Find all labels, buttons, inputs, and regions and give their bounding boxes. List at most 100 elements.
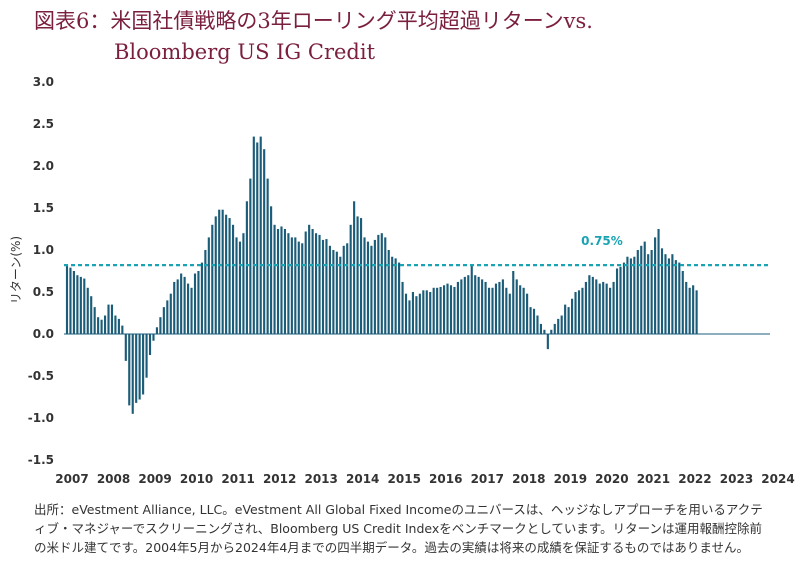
bar <box>505 287 508 334</box>
bar <box>93 307 96 334</box>
bar <box>315 233 318 334</box>
bar <box>90 296 93 334</box>
bar <box>325 239 328 334</box>
bar <box>629 258 632 334</box>
bar <box>401 281 404 334</box>
bar <box>155 327 159 334</box>
bar <box>577 290 581 334</box>
bar <box>256 142 259 334</box>
y-axis-ticks: 3.0 2.5 2.0 1.5 1.0 0.5 0.0 -0.5 -1.0 -1.5 <box>28 75 54 467</box>
bar <box>532 308 536 334</box>
bar <box>76 275 79 334</box>
bar <box>121 325 124 334</box>
bar <box>411 292 415 334</box>
bar <box>460 279 463 334</box>
bar <box>294 237 297 334</box>
bar <box>584 281 587 334</box>
bar <box>456 281 459 334</box>
bar <box>515 279 518 334</box>
bar <box>65 265 69 334</box>
bar <box>183 276 186 334</box>
y-tick-label: 2.5 <box>33 117 54 131</box>
bar <box>297 241 300 334</box>
bar <box>142 334 145 395</box>
chart-title: 図表6：米国社債戦略の3年ローリング平均超過リターンvs. Bloomberg … <box>34 6 774 68</box>
bar <box>356 216 359 334</box>
bar <box>446 283 449 334</box>
bar <box>117 318 120 334</box>
bar <box>522 287 525 334</box>
bar <box>609 287 612 334</box>
bar <box>436 287 439 334</box>
bar <box>349 224 352 334</box>
x-tick-label: 2018 <box>512 472 545 486</box>
bar <box>467 275 470 334</box>
y-tick-label: 3.0 <box>33 75 54 89</box>
bar <box>228 218 231 334</box>
x-tick-label: 2016 <box>429 472 462 486</box>
bar <box>180 273 183 334</box>
bar <box>193 273 197 334</box>
bar <box>128 334 131 406</box>
bar <box>145 334 148 378</box>
bar <box>266 178 269 334</box>
source-note: 出所：eVestment Alliance, LLC。eVestment All… <box>34 502 763 555</box>
bar <box>508 293 511 334</box>
bar <box>484 281 487 334</box>
x-tick-label: 2017 <box>471 472 504 486</box>
bar <box>211 224 214 334</box>
bar <box>173 281 176 334</box>
bar <box>626 256 629 334</box>
bar <box>529 307 532 334</box>
bar <box>519 285 522 334</box>
bar <box>674 260 677 334</box>
bar <box>449 285 453 334</box>
bar <box>342 245 345 334</box>
bar <box>595 279 598 334</box>
bar <box>391 256 394 334</box>
bar <box>252 136 255 334</box>
bar <box>494 283 498 334</box>
bar-chart: リターン(%) 3.0 2.5 2.0 1.5 1.0 0.5 0.0 -0.5 -1.0 -1.… <box>9 75 795 486</box>
bar <box>86 287 89 334</box>
bar <box>235 237 238 334</box>
bar <box>159 317 162 334</box>
bar <box>148 334 152 355</box>
bar <box>242 233 245 334</box>
bar <box>560 315 563 334</box>
bar <box>110 304 114 334</box>
average-line: 0.75% <box>64 234 770 267</box>
bar <box>474 275 477 334</box>
bar <box>332 250 335 334</box>
y-tick-label: 0.0 <box>33 327 54 341</box>
bar <box>290 237 293 334</box>
bar <box>287 233 290 334</box>
bar <box>276 229 280 334</box>
bar <box>567 307 570 334</box>
y-tick-label: 1.0 <box>33 243 54 257</box>
x-tick-label: 2007 <box>55 472 88 486</box>
bar <box>664 254 667 334</box>
title-line-2: Bloomberg US IG Credit <box>114 40 376 64</box>
bar <box>176 279 179 334</box>
bar <box>602 281 605 334</box>
bar <box>526 293 529 334</box>
bar <box>491 287 494 334</box>
bar <box>190 287 193 334</box>
bar <box>415 296 418 334</box>
bar <box>481 279 484 334</box>
bar <box>225 214 228 334</box>
bar <box>647 254 650 334</box>
bar <box>124 334 127 361</box>
bar <box>487 287 491 334</box>
bar <box>640 245 643 334</box>
bar <box>204 250 207 334</box>
bar <box>681 271 684 334</box>
bar <box>131 334 134 414</box>
bar <box>328 245 331 334</box>
bar <box>536 315 539 334</box>
bar <box>187 283 190 334</box>
bar <box>363 237 366 334</box>
x-tick-label: 2023 <box>720 472 753 486</box>
x-tick-label: 2020 <box>595 472 628 486</box>
